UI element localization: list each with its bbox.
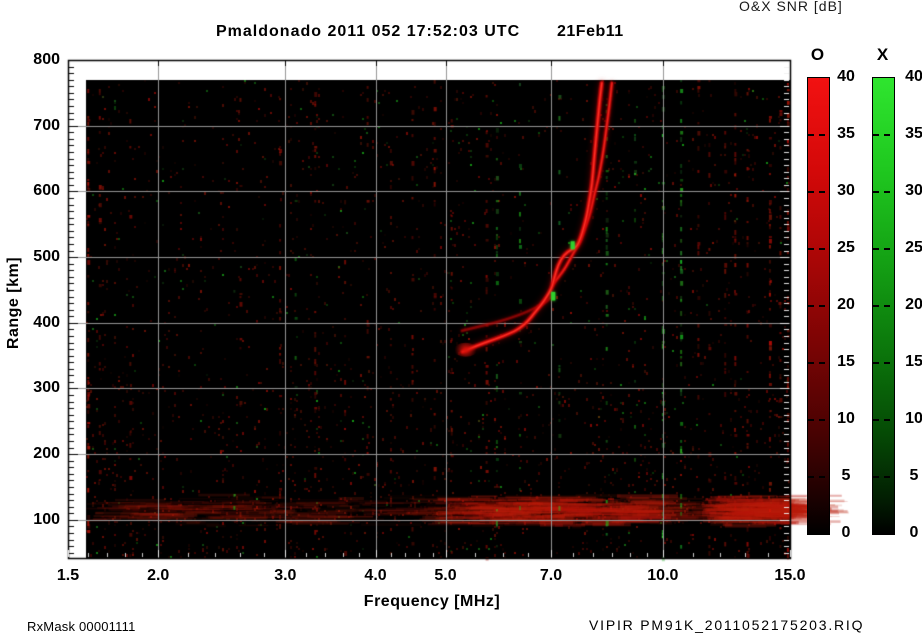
colorbar-x-tick-label: 30 <box>905 182 922 199</box>
colorbar-tick-mark <box>873 134 894 136</box>
colorbar-x-bar <box>872 77 895 535</box>
y-tick-label: 800 <box>33 51 60 68</box>
colorbar-tick-mark <box>808 476 829 478</box>
colorbar-x-tick-label: 0 <box>909 524 919 541</box>
snr-legend-title: O&X SNR [dB] <box>739 0 843 14</box>
y-tick-label: 300 <box>33 379 60 397</box>
colorbar-tick-mark <box>808 362 829 364</box>
y-tick-label: 600 <box>33 182 60 200</box>
colorbar-tick-mark <box>808 191 829 193</box>
colorbar-x-tick-label: 25 <box>905 239 922 256</box>
y-tick-label: 400 <box>33 313 60 331</box>
x-tick-label: 3.0 <box>274 567 297 584</box>
colorbar-o-tick-label: 35 <box>837 125 855 142</box>
colorbar-x-tick-label: 40 <box>905 68 922 85</box>
colorbar-o-tick-label: 10 <box>837 410 855 427</box>
colorbar-o-tick-label: 15 <box>837 353 855 370</box>
colorbar-tick-mark <box>873 248 894 250</box>
colorbar-x-tick-label: 35 <box>905 125 922 142</box>
colorbar-o-tick-label: 40 <box>837 68 855 85</box>
plot-title: Pmaldonado 2011 052 17:52:03 UTC <box>216 23 521 40</box>
y-tick-label: 100 <box>33 510 60 528</box>
colorbar-o-bar <box>807 77 830 535</box>
colorbar-o-header: O <box>810 45 825 64</box>
x-tick-label: 5.0 <box>434 567 457 584</box>
colorbar-tick-mark <box>873 476 894 478</box>
x-axis-label: Frequency [MHz] <box>363 593 501 610</box>
colorbar-tick-mark <box>808 248 829 250</box>
colorbar-x-header: X <box>876 45 889 64</box>
colorbar-x-tick-label: 5 <box>909 467 919 484</box>
colorbar-tick-mark <box>873 191 894 193</box>
y-tick-label: 700 <box>33 116 60 134</box>
date-label: 21Feb11 <box>557 23 624 40</box>
colorbar-x-tick-label: 20 <box>905 296 922 313</box>
x-tick-label: 15.0 <box>774 567 806 584</box>
colorbar-o-tick-label: 0 <box>841 524 851 541</box>
y-axis-label: Range [km] <box>5 256 22 350</box>
y-tick-label: 500 <box>33 248 60 266</box>
colorbar-o-tick-label: 5 <box>841 467 851 484</box>
colorbar-x-tick-label: 10 <box>905 410 922 427</box>
colorbar-x-tick-label: 15 <box>905 353 922 370</box>
colorbar-tick-mark <box>808 134 829 136</box>
x-tick-label: 2.0 <box>147 567 170 584</box>
x-tick-label: 7.0 <box>539 567 563 584</box>
colorbar-tick-mark <box>808 305 829 307</box>
y-tick-label: 200 <box>33 445 60 463</box>
file-name-label: VIPIR PM91K_2011052175203.RIQ <box>589 617 865 633</box>
colorbar-tick-mark <box>808 419 829 421</box>
x-tick-label: 1.5 <box>56 567 80 584</box>
x-tick-label: 4.0 <box>364 567 387 584</box>
colorbar-tick-mark <box>873 419 894 421</box>
colorbar-o-tick-label: 25 <box>837 239 855 256</box>
colorbar-o-tick-label: 20 <box>837 296 855 313</box>
x-tick-label: 10.0 <box>647 567 679 584</box>
rx-mask-label: RxMask 00001111 <box>27 619 136 634</box>
colorbar-tick-mark <box>873 305 894 307</box>
colorbar-o-tick-label: 30 <box>837 182 855 199</box>
colorbar-tick-mark <box>873 362 894 364</box>
